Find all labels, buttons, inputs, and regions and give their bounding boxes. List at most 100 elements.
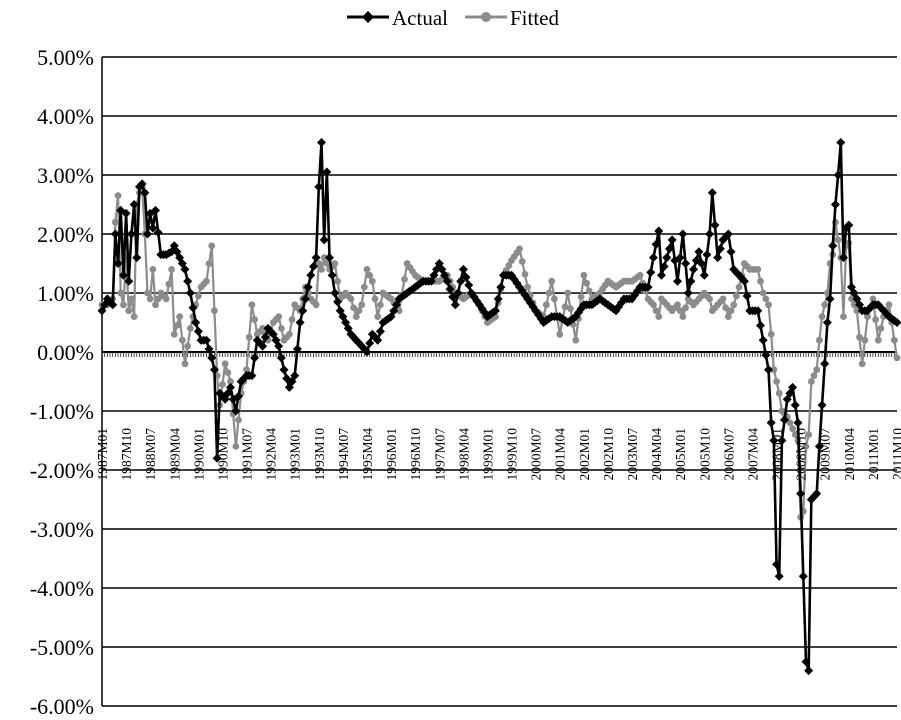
data-point-fitted bbox=[550, 295, 558, 303]
data-point-actual bbox=[828, 241, 838, 251]
x-axis-ticks: 1987M01 1987M10 1988M07 1989M04 1990M01 1990M… bbox=[95, 428, 901, 481]
data-point-fitted bbox=[208, 242, 216, 250]
data-point-actual bbox=[664, 244, 674, 254]
data-point-fitted bbox=[636, 271, 644, 279]
data-point-fitted bbox=[580, 271, 588, 279]
data-point-actual bbox=[769, 436, 779, 445]
data-point-actual bbox=[132, 253, 142, 263]
data-point-actual bbox=[774, 571, 784, 581]
data-point-actual bbox=[456, 276, 466, 286]
data-point-fitted bbox=[524, 283, 532, 291]
data-point-fitted bbox=[706, 295, 714, 303]
data-point-fitted bbox=[277, 325, 285, 332]
data-point-fitted bbox=[368, 277, 376, 285]
data-point-fitted bbox=[374, 313, 382, 320]
data-point-actual bbox=[493, 294, 503, 304]
data-point-fitted bbox=[561, 303, 569, 311]
y-tick-label: -6.00% bbox=[30, 694, 94, 719]
data-point-fitted bbox=[518, 258, 526, 265]
data-point-fitted bbox=[521, 270, 529, 278]
data-point-fitted bbox=[211, 307, 218, 315]
data-point-actual bbox=[316, 138, 326, 148]
data-point-fitted bbox=[248, 301, 256, 309]
data-point-fitted bbox=[516, 245, 523, 253]
gridlines bbox=[102, 56, 897, 707]
data-point-actual bbox=[464, 280, 474, 290]
data-point-fitted bbox=[821, 301, 829, 309]
legend-marker-fitted bbox=[481, 12, 491, 22]
data-point-fitted bbox=[767, 330, 775, 338]
data-point-actual bbox=[678, 229, 688, 239]
data-point-actual bbox=[148, 223, 158, 233]
data-point-fitted bbox=[679, 313, 687, 320]
data-point-fitted bbox=[765, 301, 772, 309]
data-point-actual bbox=[715, 244, 725, 254]
data-point-actual bbox=[801, 657, 811, 667]
data-point-actual bbox=[330, 288, 340, 298]
data-point-actual bbox=[191, 318, 201, 327]
data-point-actual bbox=[742, 291, 752, 301]
data-point-fitted bbox=[194, 292, 202, 300]
x-tick-label: 1995M04 bbox=[360, 428, 375, 481]
data-point-actual bbox=[788, 382, 798, 392]
data-point-actual bbox=[830, 200, 840, 209]
data-point-actual bbox=[814, 441, 824, 451]
data-point-actual bbox=[838, 253, 848, 263]
data-point-fitted bbox=[775, 389, 783, 397]
x-tick-label: 1998M04 bbox=[456, 428, 471, 481]
data-point-actual bbox=[319, 235, 329, 245]
data-point-actual bbox=[126, 229, 136, 239]
data-point-fitted bbox=[893, 354, 901, 362]
y-tick-label: -2.00% bbox=[30, 458, 94, 483]
data-point-actual bbox=[250, 353, 260, 363]
data-point-fitted bbox=[874, 336, 882, 344]
x-tick-label: 2011M01 bbox=[866, 428, 881, 480]
data-point-actual bbox=[490, 306, 500, 316]
data-point-actual bbox=[699, 270, 709, 280]
data-point-fitted bbox=[178, 336, 186, 344]
x-tick-label: 1987M01 bbox=[95, 428, 110, 481]
data-point-actual bbox=[314, 182, 324, 192]
x-tick-label: 2004M04 bbox=[649, 428, 664, 481]
data-point-fitted bbox=[186, 325, 194, 332]
y-tick-label: -4.00% bbox=[30, 576, 94, 601]
x-tick-label: 1989M04 bbox=[167, 428, 182, 481]
data-point-actual bbox=[183, 276, 193, 286]
data-point-actual bbox=[231, 406, 241, 416]
series-line-actual bbox=[100, 141, 898, 672]
data-point-actual bbox=[812, 489, 822, 499]
data-point-actual bbox=[496, 282, 506, 292]
data-point-fitted bbox=[810, 372, 818, 379]
data-point-fitted bbox=[202, 277, 210, 285]
data-point-fitted bbox=[288, 316, 296, 323]
data-point-fitted bbox=[285, 330, 293, 338]
data-point-actual bbox=[327, 270, 337, 280]
data-point-actual bbox=[764, 365, 774, 375]
data-point-fitted bbox=[312, 301, 320, 309]
data-point-actual bbox=[448, 292, 458, 302]
data-point-actual bbox=[662, 253, 672, 263]
data-point-actual bbox=[702, 250, 712, 260]
data-point-actual bbox=[833, 170, 843, 180]
data-point-actual bbox=[322, 167, 332, 177]
data-point-fitted bbox=[789, 425, 797, 433]
x-tick-label: 2003M07 bbox=[625, 428, 640, 481]
y-tick-label: 0.00% bbox=[37, 340, 94, 365]
data-point-fitted bbox=[232, 443, 240, 450]
legend-label-actual: Actual bbox=[392, 6, 448, 30]
data-point-actual bbox=[113, 259, 123, 268]
data-point-fitted bbox=[583, 279, 590, 287]
data-point-actual bbox=[290, 371, 300, 381]
data-point-actual bbox=[705, 229, 715, 239]
x-tick-label: 1999M10 bbox=[505, 428, 520, 481]
x-tick-label: 2009M07 bbox=[818, 428, 833, 481]
data-point-fitted bbox=[652, 307, 660, 315]
data-point-fitted bbox=[181, 360, 189, 368]
data-point-fitted bbox=[395, 307, 403, 315]
data-point-fitted bbox=[149, 266, 157, 273]
data-point-actual bbox=[201, 335, 211, 345]
data-point-actual bbox=[659, 261, 669, 271]
data-point-actual bbox=[234, 391, 244, 401]
data-point-actual bbox=[333, 297, 343, 307]
data-point-actual bbox=[303, 282, 313, 292]
